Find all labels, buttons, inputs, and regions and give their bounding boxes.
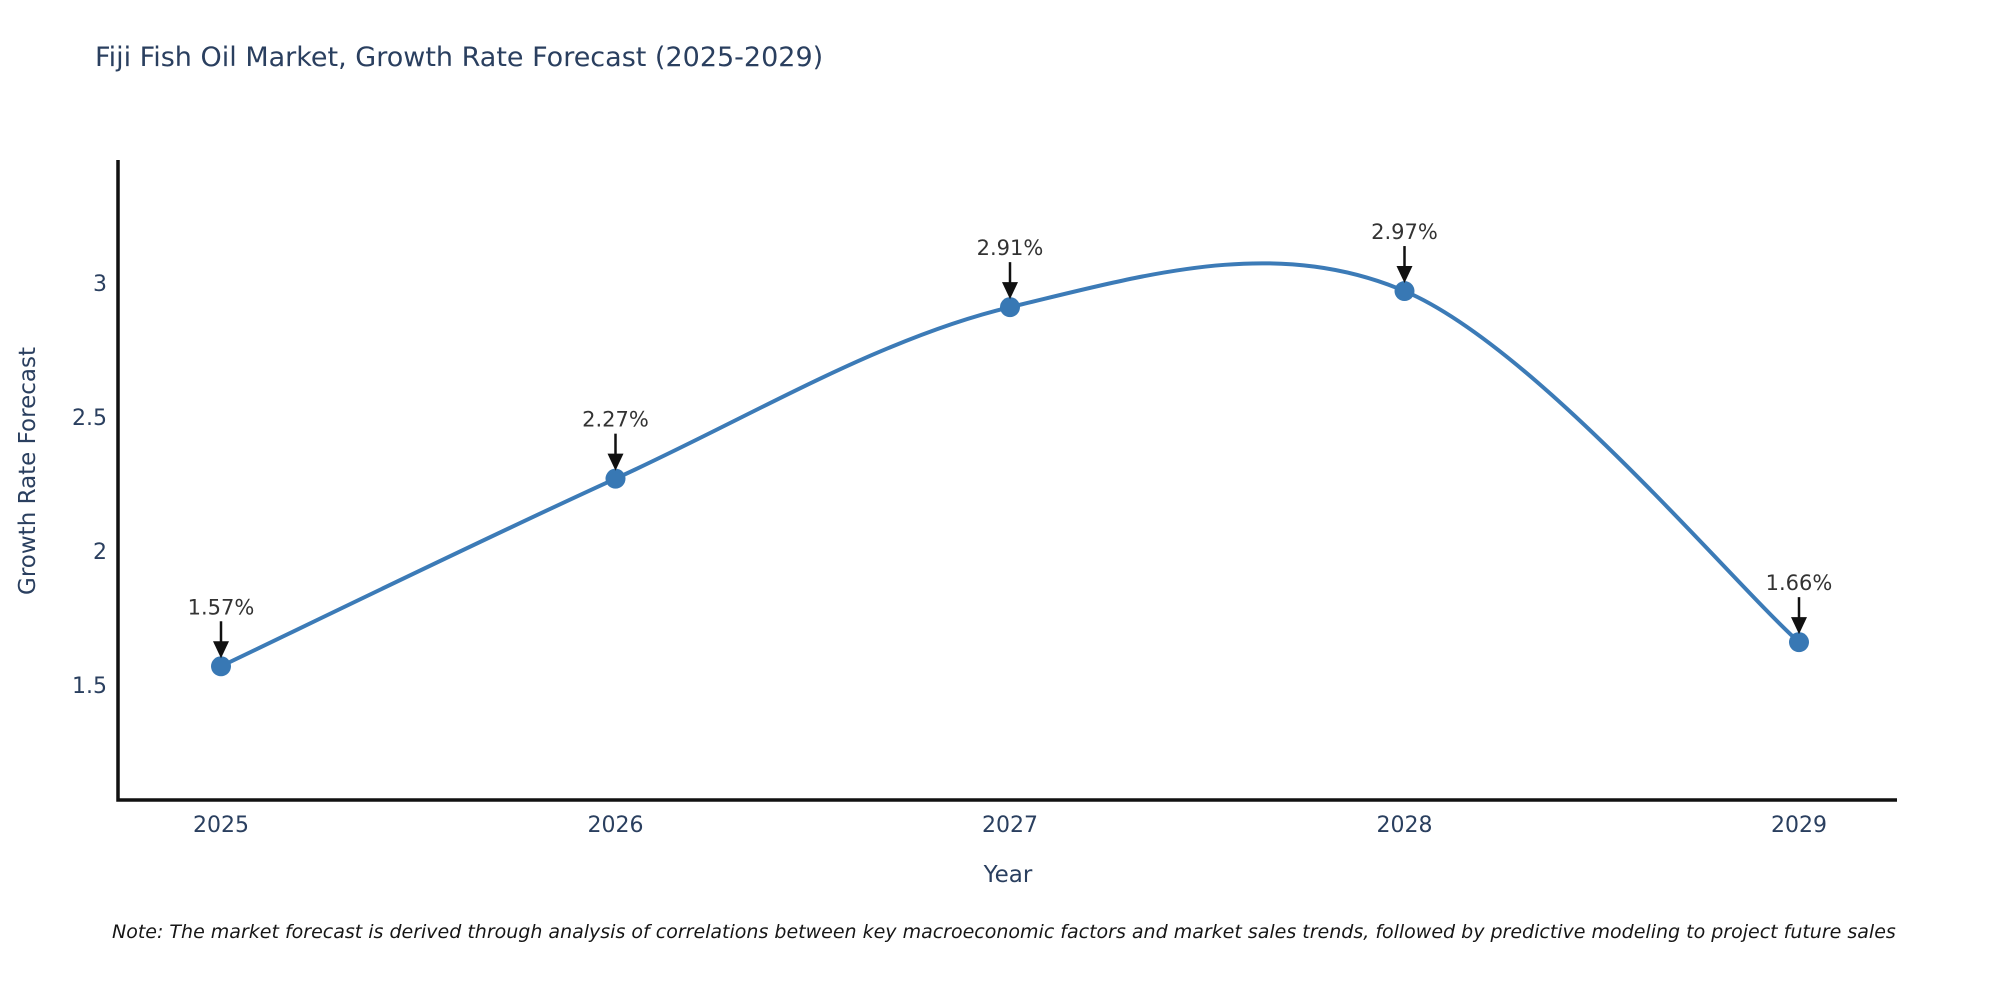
x-tick-label-2029: 2029 bbox=[1771, 813, 1827, 838]
annotation-label-2025: 1.57% bbox=[188, 595, 255, 619]
data-point-2025 bbox=[211, 656, 231, 677]
x-tick-label-2028: 2028 bbox=[1377, 813, 1433, 838]
annotation-arrow-head-2029 bbox=[1791, 617, 1807, 635]
annotation-label-2026: 2.27% bbox=[582, 408, 649, 432]
data-point-2027 bbox=[1000, 297, 1020, 318]
annotation-label-2028: 2.97% bbox=[1371, 220, 1438, 244]
chart-title: Fiji Fish Oil Market, Growth Rate Foreca… bbox=[95, 42, 824, 73]
y-tick-label-1.5: 1.5 bbox=[72, 674, 107, 699]
x-tick-label-2027: 2027 bbox=[982, 813, 1038, 838]
data-point-2028 bbox=[1394, 281, 1415, 302]
x-tick-label-2026: 2026 bbox=[588, 813, 644, 838]
y-tick-label-2.5: 2.5 bbox=[72, 406, 107, 431]
annotation-label-2029: 1.66% bbox=[1766, 571, 1833, 595]
forecast-line bbox=[219, 261, 1801, 669]
y-tick-label-2: 2 bbox=[93, 540, 107, 565]
annotation-label-2027: 2.91% bbox=[977, 236, 1044, 260]
y-tick-label-3: 3 bbox=[93, 272, 107, 297]
x-axis-title: Year bbox=[983, 862, 1033, 888]
data-point-2026 bbox=[605, 468, 626, 489]
annotation-arrow-head-2027 bbox=[1002, 282, 1018, 300]
annotation-arrow-head-2025 bbox=[213, 641, 229, 659]
data-point-2029 bbox=[1789, 632, 1809, 653]
x-tick-label-2025: 2025 bbox=[193, 813, 249, 838]
annotation-arrow-head-2026 bbox=[607, 453, 624, 471]
annotation-arrow-head-2028 bbox=[1396, 266, 1413, 284]
axis-lines bbox=[116, 160, 1897, 802]
footnote: Note: The market forecast is derived thr… bbox=[112, 921, 1896, 943]
